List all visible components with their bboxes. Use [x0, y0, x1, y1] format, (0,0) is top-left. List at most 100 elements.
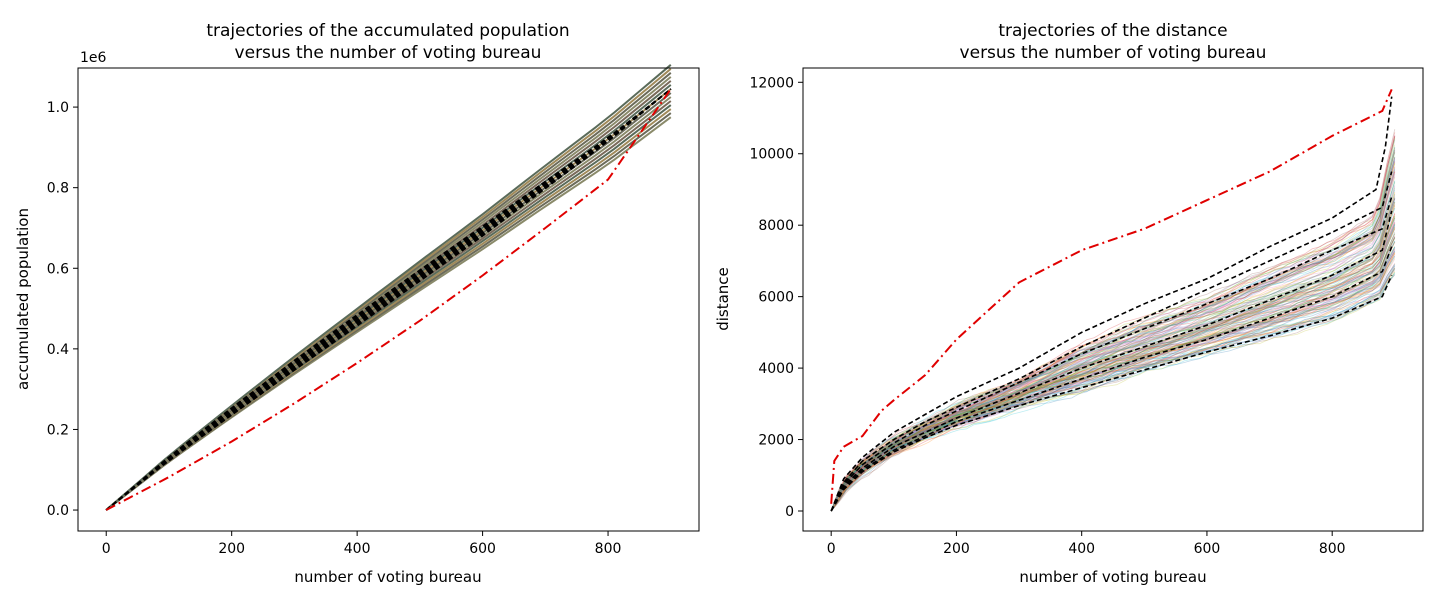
x-tick-label: 0: [102, 541, 111, 557]
trajectory-line: [830, 213, 1396, 512]
trajectory-line: [830, 201, 1396, 512]
right-y-ticks: 0 2000 4000 6000 8000 10000 12000: [749, 75, 803, 520]
y-tick-label: 10000: [749, 147, 794, 163]
y-tick-label: 0: [785, 504, 794, 520]
left-plot-lines: [105, 88, 672, 511]
trajectory-line: [830, 163, 1396, 512]
trajectory-line: [105, 64, 672, 511]
dashed-trajectory: [830, 246, 1393, 512]
trajectory-line: [830, 163, 1396, 512]
trajectory-line: [830, 147, 1396, 512]
trajectory-line: [830, 246, 1396, 512]
left-x-axis-label: number of voting bureau: [294, 568, 481, 586]
trajectory-line: [830, 222, 1396, 512]
trajectory-line: [830, 222, 1396, 512]
dashed-trajectory: [830, 274, 1393, 512]
trajectory-line: [830, 226, 1396, 512]
trajectory-line: [830, 132, 1396, 512]
trajectory-line: [830, 250, 1396, 512]
y-tick-label: 0.8: [47, 181, 69, 197]
trajectory-line: [830, 215, 1396, 512]
trajectory-line: [830, 237, 1396, 512]
trajectory-line: [830, 204, 1396, 512]
trajectory-line: [830, 212, 1396, 512]
right-x-ticks: 0 200 400 600 800: [827, 531, 1346, 557]
right-plot-frame: [802, 67, 1424, 532]
y-tick-label: 4000: [758, 361, 794, 377]
chart-accumulated-population: trajectories of the accumulated populati…: [14, 21, 700, 586]
trajectory-line: [830, 171, 1396, 512]
left-chart-title-line1: trajectories of the accumulated populati…: [206, 21, 569, 41]
trajectory-line: [830, 191, 1396, 512]
trajectory-line: [830, 144, 1396, 512]
trajectory-line: [830, 175, 1396, 512]
trajectory-line: [830, 272, 1396, 512]
right-chart-title-line1: trajectories of the distance: [998, 21, 1227, 41]
trajectory-line: [830, 270, 1396, 512]
trajectory-line: [830, 169, 1396, 512]
right-x-axis-label: number of voting bureau: [1019, 568, 1206, 586]
trajectory-line: [830, 204, 1396, 512]
chart-distance: trajectories of the distance versus the …: [714, 21, 1424, 586]
trajectory-line: [830, 205, 1396, 512]
x-tick-label: 400: [344, 541, 371, 557]
trajectory-line: [830, 215, 1396, 512]
trajectory-line: [830, 182, 1396, 512]
trajectory-line: [830, 129, 1396, 512]
left-chart-title-line2: versus the number of voting bureau: [235, 43, 542, 63]
highlight-trajectory: [830, 88, 1393, 504]
trajectory-line: [830, 265, 1396, 512]
x-tick-label: 0: [827, 541, 836, 557]
y-tick-label: 0.4: [47, 342, 69, 358]
trajectory-line: [830, 196, 1396, 512]
y-tick-label: 1.0: [47, 100, 69, 116]
trajectory-line: [830, 222, 1396, 512]
trajectory-line: [830, 193, 1396, 512]
trajectory-line: [830, 195, 1396, 512]
trajectory-line: [830, 160, 1396, 512]
trajectory-line: [830, 150, 1396, 512]
trajectory-line: [830, 156, 1396, 512]
trajectory-line: [830, 263, 1396, 512]
left-y-axis-label: accumulated population: [14, 208, 32, 390]
trajectory-line: [830, 135, 1396, 512]
trajectory-line: [830, 147, 1396, 512]
trajectory-line: [830, 197, 1396, 512]
trajectory-line: [830, 156, 1396, 512]
trajectory-line: [830, 198, 1396, 512]
trajectory-line: [830, 217, 1396, 512]
x-tick-label: 200: [943, 541, 970, 557]
y-tick-label: 2000: [758, 433, 794, 449]
right-chart-title-line2: versus the number of voting bureau: [960, 43, 1267, 63]
y-tick-label: 0.2: [47, 422, 69, 438]
y-tick-label: 12000: [749, 75, 794, 91]
trajectory-line: [830, 263, 1396, 512]
x-tick-label: 600: [469, 541, 496, 557]
y-tick-label: 0.6: [47, 261, 69, 277]
trajectory-line: [830, 272, 1396, 512]
trajectory-line: [830, 225, 1396, 512]
trajectory-line: [830, 241, 1396, 512]
trajectory-line: [830, 186, 1396, 512]
trajectory-line: [830, 180, 1396, 512]
dashed-trajectory: [830, 210, 1393, 512]
trajectory-line: [830, 159, 1396, 512]
right-plot-lines: [830, 88, 1393, 512]
y-tick-label: 0.0: [47, 503, 69, 519]
trajectory-line: [830, 255, 1396, 512]
trajectory-line: [830, 168, 1396, 512]
trajectory-line: [830, 220, 1396, 512]
trajectory-line: [830, 161, 1396, 512]
left-y-ticks: 0.0 0.2 0.4 0.6 0.8 1.0: [47, 100, 78, 519]
trajectory-line: [830, 253, 1396, 512]
dashed-trajectory: [830, 171, 1393, 512]
left-x-ticks: 0 200 400 600 800: [102, 531, 621, 557]
trajectory-line: [830, 149, 1396, 512]
x-tick-label: 800: [1319, 541, 1346, 557]
trajectory-line: [830, 138, 1396, 512]
dashed-trajectory: [830, 196, 1393, 512]
left-offset-label: 1e6: [80, 50, 107, 66]
trajectory-line: [830, 267, 1396, 512]
trajectory-line: [830, 136, 1396, 512]
